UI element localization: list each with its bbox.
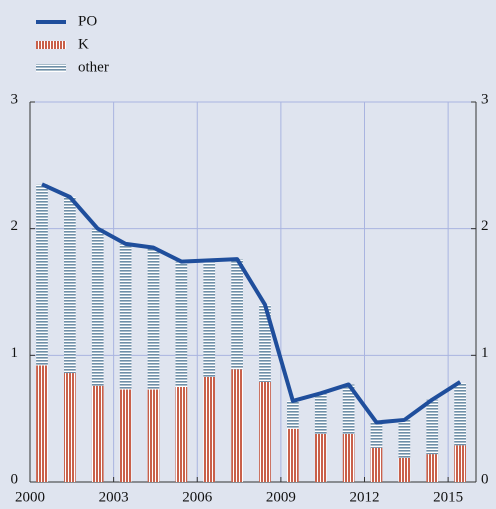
y2-tick-label: 0 (481, 471, 489, 487)
bar (147, 389, 160, 482)
legend-swatch (36, 64, 66, 72)
bar (231, 369, 243, 482)
y-tick-label: 2 (11, 218, 19, 234)
bar (91, 228, 104, 386)
x-tick-label: 2003 (99, 489, 129, 505)
bar (231, 259, 243, 370)
bar (119, 243, 132, 390)
y2-tick-label: 1 (481, 345, 489, 361)
bar (454, 383, 466, 446)
bar (454, 445, 466, 482)
bar (370, 422, 383, 448)
x-tick-label: 2015 (433, 489, 463, 505)
y2-tick-label: 2 (481, 218, 489, 234)
legend-label: PO (78, 13, 97, 29)
bar (314, 393, 327, 434)
bar (342, 433, 355, 482)
bar (398, 457, 411, 482)
x-tick-label: 2012 (350, 489, 380, 505)
bar (203, 260, 216, 377)
y2-tick-label: 3 (481, 91, 489, 107)
bar (314, 433, 327, 482)
x-tick-label: 2006 (182, 489, 213, 505)
y-tick-label: 1 (11, 345, 19, 361)
bar (64, 197, 76, 374)
legend-swatch (36, 41, 66, 49)
line (41, 182, 462, 425)
y-tick-label: 0 (11, 471, 19, 487)
legend-label: other (78, 59, 109, 75)
legend-label: K (78, 36, 89, 52)
bar (287, 400, 299, 429)
bar (259, 304, 271, 382)
bar (259, 381, 271, 482)
x-tick-label: 2009 (266, 489, 296, 505)
bar (36, 365, 48, 482)
bar (175, 261, 188, 387)
x-tick-label: 2000 (15, 489, 45, 505)
bar (426, 399, 439, 455)
bar (175, 387, 188, 482)
bar (91, 385, 104, 482)
bar (64, 373, 76, 482)
bar (119, 389, 132, 482)
bar (370, 447, 383, 482)
bar (342, 384, 355, 434)
bar (426, 454, 439, 482)
bar (398, 419, 411, 458)
bar (147, 247, 160, 390)
bar (203, 376, 216, 482)
bar (36, 184, 48, 366)
y-tick-label: 3 (11, 91, 19, 107)
bar (287, 428, 299, 482)
